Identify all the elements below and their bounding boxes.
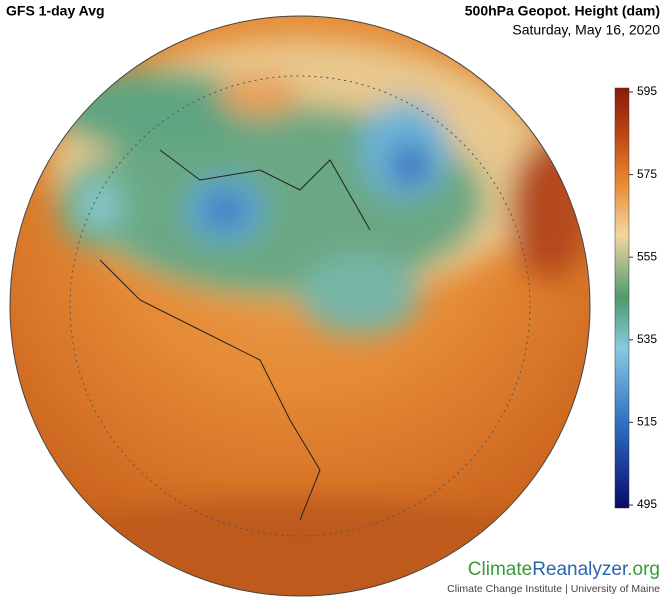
credit: Climate Change Institute | University of… <box>447 583 660 595</box>
colorbar-tick-label: 535 <box>637 332 657 346</box>
colorbar-tick-label: 555 <box>637 249 657 263</box>
variable: 500hPa Geopot. Height (dam) <box>465 3 660 19</box>
colorbar-tick-label: 515 <box>637 415 657 429</box>
colorbar-tick-label: 595 <box>637 84 657 98</box>
brand: ClimateReanalyzer.org <box>468 559 660 580</box>
globe <box>10 16 590 596</box>
colorbar <box>614 87 630 509</box>
brand-part: Climate <box>468 559 532 580</box>
brand-part: .org <box>627 559 660 580</box>
colorbar-ticks: 495 515 535 555 575 595 <box>629 84 657 511</box>
brand-part: Reanalyzer <box>532 559 629 580</box>
colorbar-tick-label: 495 <box>637 497 657 511</box>
date: Saturday, May 16, 2020 <box>512 22 660 38</box>
globe-outline <box>9 15 591 597</box>
title: GFS 1-day Avg <box>6 3 105 19</box>
colorbar-tick-label: 575 <box>637 167 657 181</box>
